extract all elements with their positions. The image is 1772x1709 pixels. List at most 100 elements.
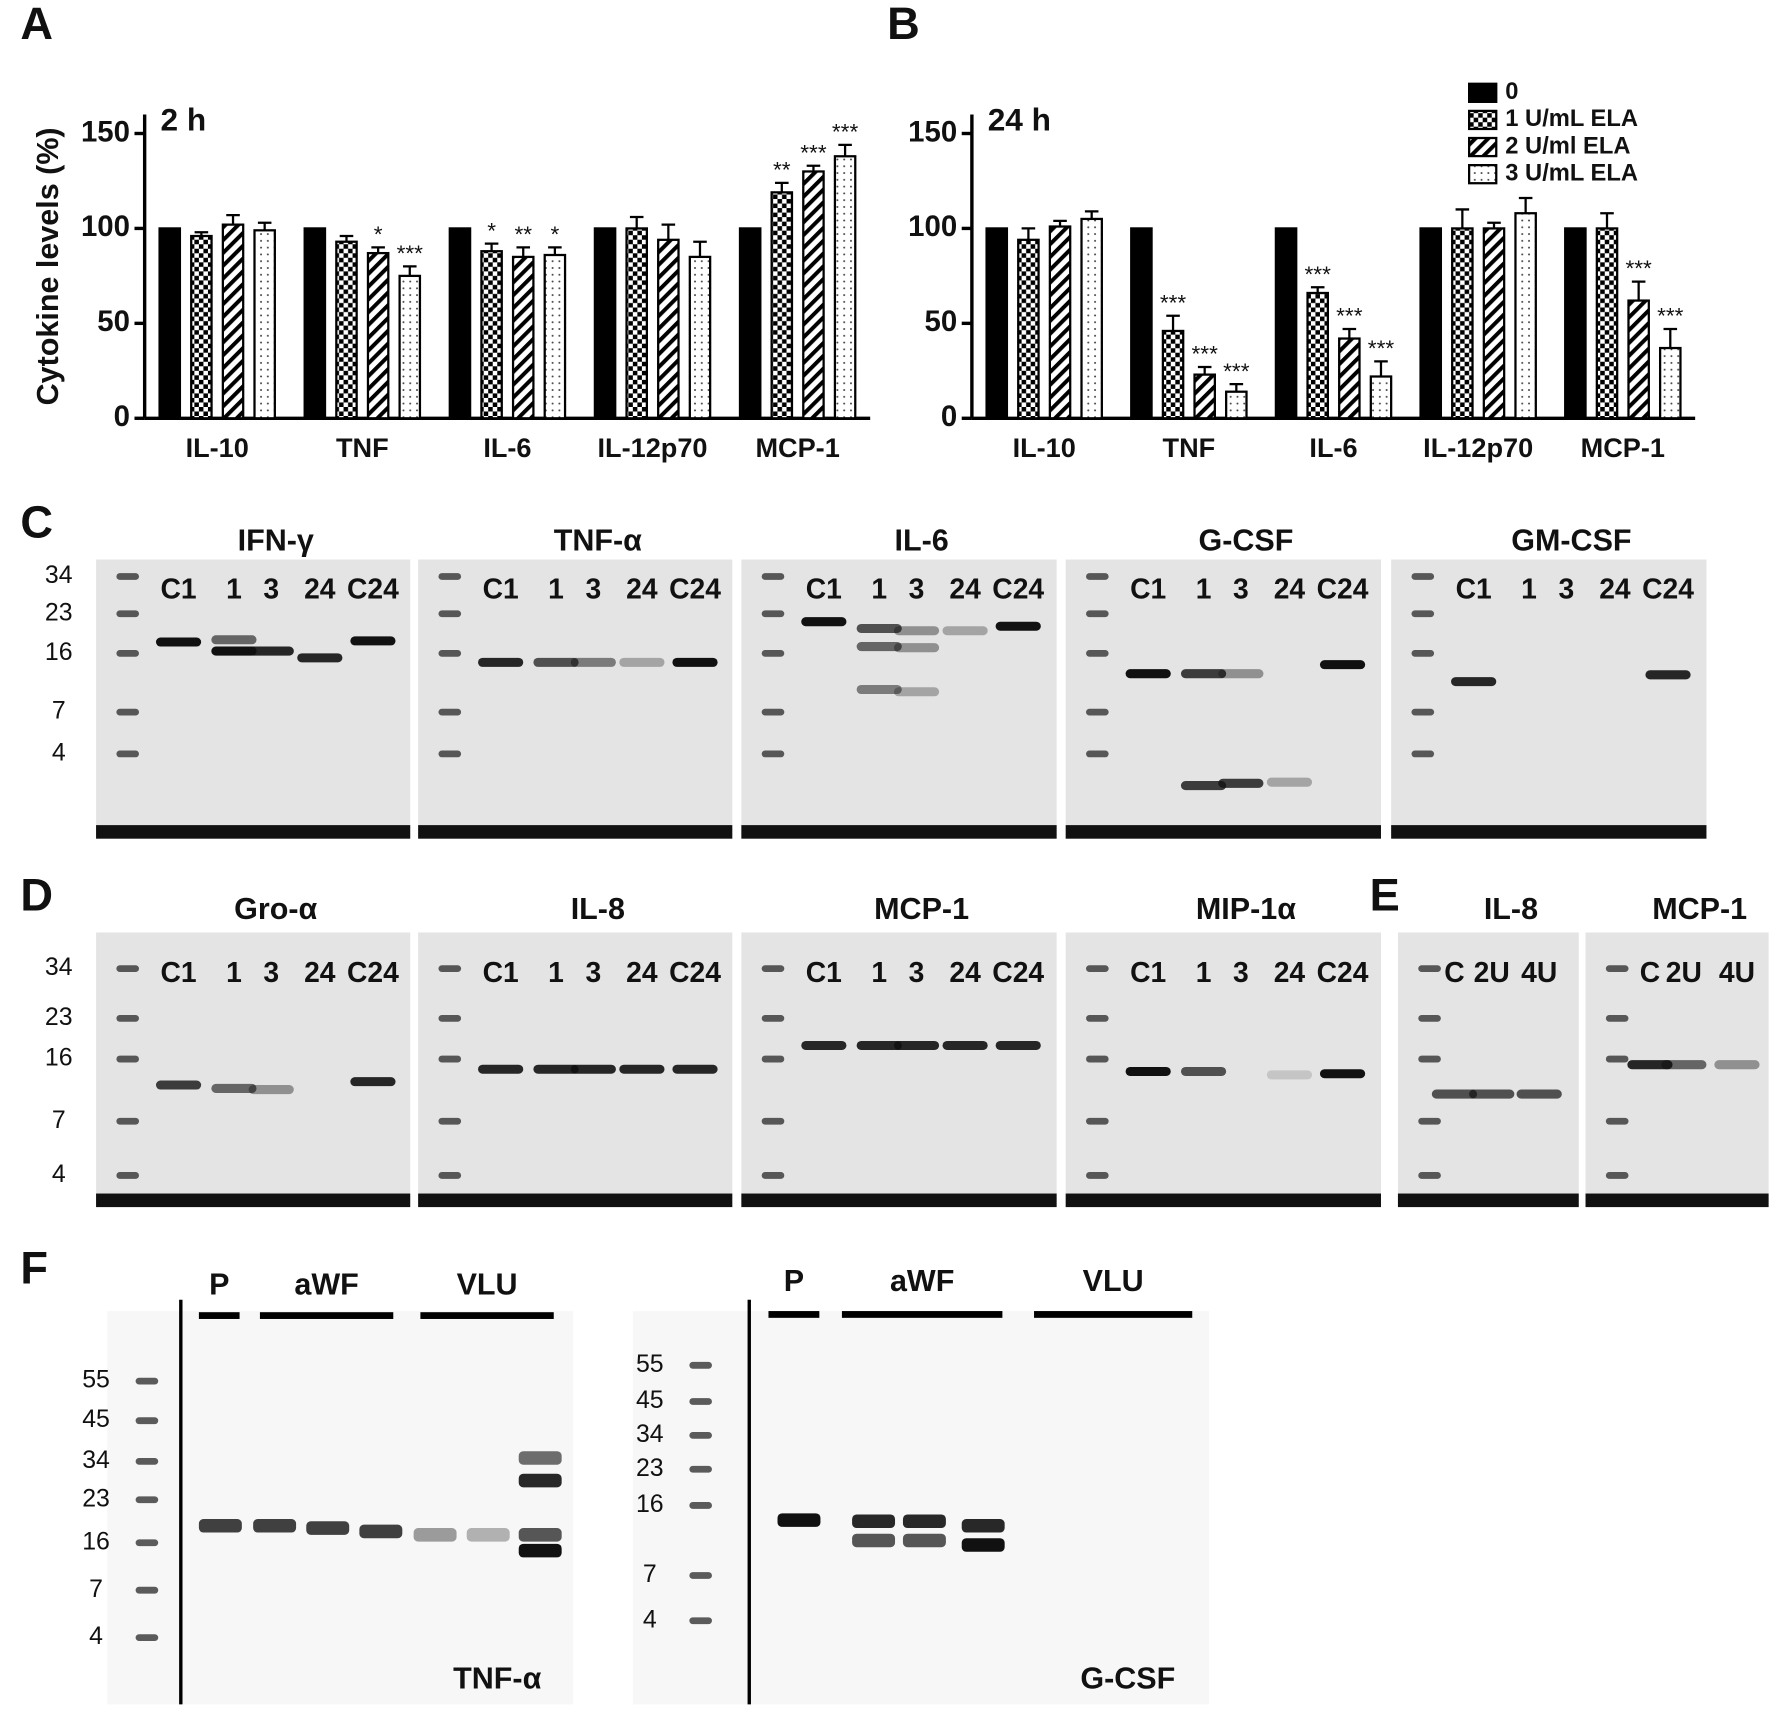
lane-label: 3 — [1233, 573, 1249, 605]
gel-band — [902, 1533, 946, 1548]
ladder-band — [116, 649, 140, 657]
marker-label: 55 — [636, 1350, 664, 1378]
group-bar — [198, 1312, 240, 1319]
lane-label: C24 — [992, 573, 1044, 605]
gel-band — [1319, 1069, 1366, 1079]
error-bar — [1487, 221, 1501, 229]
ladder-band — [1086, 649, 1109, 657]
ladder-band — [761, 649, 785, 657]
y-tick-label: 100 — [908, 210, 957, 243]
gel-band — [1516, 1089, 1562, 1099]
gel-band — [518, 1473, 562, 1488]
lane-label: 1 — [1196, 573, 1212, 605]
gel-band — [350, 1077, 396, 1087]
error-bar — [1455, 208, 1470, 229]
gel-title: IL-8 — [1484, 892, 1538, 926]
gel-edge — [418, 825, 733, 839]
gel-title: Gro-α — [234, 892, 317, 926]
error-bar — [1374, 360, 1388, 377]
gel-band — [777, 1513, 821, 1527]
ladder-band — [689, 1572, 712, 1579]
gel — [96, 932, 411, 1208]
marker-label: 7 — [52, 697, 66, 725]
gel-band — [801, 1040, 847, 1051]
bar — [1161, 329, 1185, 420]
group-bar — [841, 1311, 1003, 1318]
blot-label: TNF-α — [453, 1662, 541, 1696]
ladder-band — [1411, 649, 1435, 657]
lane-label: C24 — [347, 573, 399, 605]
ladder-band — [135, 1496, 159, 1504]
marker-label: 4 — [643, 1605, 657, 1633]
ladder-band — [438, 1055, 462, 1063]
ladder-band — [116, 750, 140, 758]
error-bar — [1166, 314, 1180, 331]
error-bar — [1663, 327, 1678, 349]
marker-label: 23 — [45, 598, 73, 626]
gel-title: MCP-1 — [1652, 892, 1747, 926]
gel-band — [155, 1080, 202, 1090]
inset-label: 2 h — [160, 102, 206, 138]
significance: *** — [1160, 290, 1187, 315]
significance: *** — [800, 140, 827, 165]
ladder-band — [438, 708, 462, 716]
blot — [632, 1311, 1210, 1705]
error-bar — [1310, 286, 1325, 293]
gel-band — [533, 657, 579, 667]
ladder-band — [116, 965, 140, 973]
ladder-band — [1605, 1172, 1629, 1179]
lane-label: 1 — [1521, 573, 1537, 605]
error-bar — [1600, 212, 1614, 229]
bar — [543, 253, 567, 420]
panel-letter: D — [20, 870, 53, 921]
ladder-band — [135, 1586, 159, 1594]
gel-band — [478, 657, 524, 667]
marker-label: 4 — [89, 1622, 103, 1650]
gel-band — [1180, 669, 1227, 679]
gel-band — [248, 646, 294, 656]
y-tick-label: 0 — [941, 400, 957, 433]
ladder-band — [761, 750, 785, 758]
group-label: P — [209, 1267, 229, 1301]
gel-edge — [1391, 825, 1707, 839]
error-bar — [838, 143, 852, 157]
gel-band — [518, 1543, 562, 1558]
gel-band — [1627, 1060, 1673, 1070]
gel-band — [672, 1064, 718, 1074]
gel-band — [1451, 677, 1497, 687]
ladder-band — [761, 573, 785, 580]
bar — [366, 251, 390, 420]
bar — [480, 250, 503, 420]
gel-title: IL-8 — [571, 892, 625, 926]
panel-letter: B — [887, 0, 920, 49]
ladder-band — [761, 1172, 785, 1179]
gel-band — [619, 657, 665, 667]
error-bar — [1342, 327, 1357, 339]
gel-band — [211, 646, 257, 656]
ladder-band — [689, 1465, 712, 1473]
blot — [107, 1311, 573, 1705]
ladder-band — [116, 610, 140, 618]
bar — [1306, 291, 1329, 420]
group-bar — [1034, 1311, 1193, 1318]
ladder-band — [116, 708, 140, 716]
lane-label: 1 — [226, 956, 242, 988]
bar — [1564, 227, 1587, 420]
error-bar — [661, 223, 676, 240]
gel-band — [942, 1040, 988, 1051]
gel-band — [1661, 1060, 1707, 1070]
ladder-band — [116, 1117, 140, 1125]
gel-edge — [741, 1193, 1057, 1208]
lane-label: C24 — [1317, 573, 1369, 605]
gel-band — [478, 1064, 524, 1074]
bar — [1130, 227, 1153, 420]
error-bar — [226, 214, 240, 225]
x-tick-label: MCP-1 — [755, 432, 839, 463]
ladder-band — [438, 1014, 462, 1022]
gel-band — [961, 1538, 1005, 1552]
significance: * — [550, 222, 559, 247]
ladder-band — [1418, 965, 1441, 973]
gel-band — [1266, 1070, 1313, 1080]
panel-letter: E — [1370, 870, 1400, 921]
gel — [741, 559, 1057, 839]
